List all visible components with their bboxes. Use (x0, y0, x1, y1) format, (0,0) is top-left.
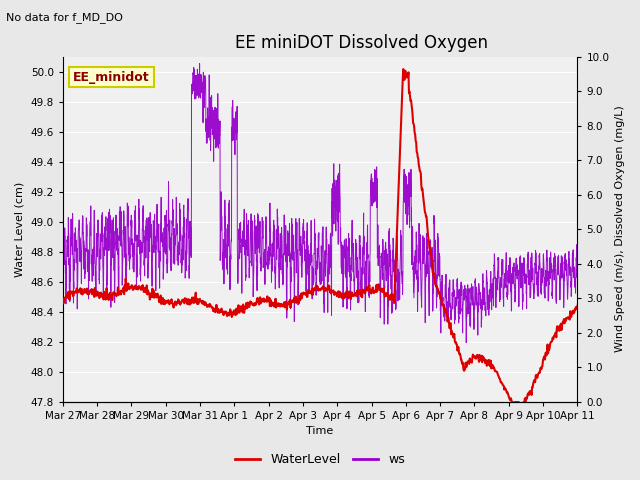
Y-axis label: Water Level (cm): Water Level (cm) (15, 181, 25, 276)
Legend: WaterLevel, ws: WaterLevel, ws (230, 448, 410, 471)
X-axis label: Time: Time (307, 426, 333, 436)
Y-axis label: Wind Speed (m/s), Dissolved Oxygen (mg/L): Wind Speed (m/s), Dissolved Oxygen (mg/L… (615, 106, 625, 352)
Text: EE_minidot: EE_minidot (73, 71, 150, 84)
Text: No data for f_MD_DO: No data for f_MD_DO (6, 12, 124, 23)
Title: EE miniDOT Dissolved Oxygen: EE miniDOT Dissolved Oxygen (235, 34, 488, 52)
